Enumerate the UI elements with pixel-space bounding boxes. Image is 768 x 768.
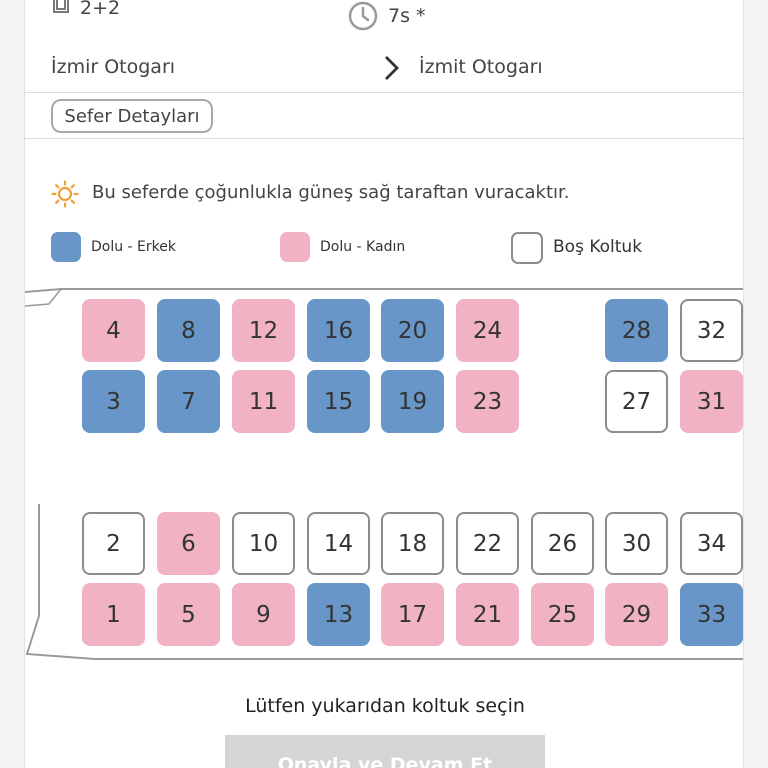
seat-7[interactable]: 7 — [157, 370, 220, 433]
seat-18[interactable]: 18 — [381, 512, 444, 575]
seat-28[interactable]: 28 — [605, 299, 668, 362]
seat-selection-prompt: Lütfen yukarıdan koltuk seçin — [245, 695, 525, 717]
divider — [25, 92, 743, 93]
legend-empty-label: Boş Koltuk — [553, 237, 643, 257]
divider — [25, 138, 743, 139]
legend-female-label: Dolu - Kadın — [320, 239, 406, 255]
seat-3[interactable]: 3 — [82, 370, 145, 433]
seat-30[interactable]: 30 — [605, 512, 668, 575]
seat-20[interactable]: 20 — [381, 299, 444, 362]
seat-21[interactable]: 21 — [456, 583, 519, 646]
seat-17[interactable]: 17 — [381, 583, 444, 646]
seat-12[interactable]: 12 — [232, 299, 295, 362]
seat-1[interactable]: 1 — [82, 583, 145, 646]
seat-14[interactable]: 14 — [307, 512, 370, 575]
legend-empty-swatch — [511, 232, 543, 264]
trip-details-button[interactable]: Sefer Detayları — [51, 99, 213, 133]
seat-13[interactable]: 13 — [307, 583, 370, 646]
sun-notice-text: Bu seferde çoğunlukla güneş sağ taraftan… — [92, 182, 570, 203]
seat-11[interactable]: 11 — [232, 370, 295, 433]
seat-25[interactable]: 25 — [531, 583, 594, 646]
trip-card: 2+2 7s * İzmir Otogarı İzmit Otogarı Sef… — [24, 0, 744, 768]
seat-9[interactable]: 9 — [232, 583, 295, 646]
seat-32[interactable]: 32 — [680, 299, 743, 362]
destination-station: İzmit Otogarı — [419, 56, 543, 78]
legend-female-swatch — [280, 232, 310, 262]
seat-10[interactable]: 10 — [232, 512, 295, 575]
clock-icon — [348, 1, 378, 31]
seat-8[interactable]: 8 — [157, 299, 220, 362]
seat-16[interactable]: 16 — [307, 299, 370, 362]
seat-5[interactable]: 5 — [157, 583, 220, 646]
seat-22[interactable]: 22 — [456, 512, 519, 575]
duration-text: 7s * — [388, 5, 426, 27]
seat-6[interactable]: 6 — [157, 512, 220, 575]
sun-icon — [51, 180, 79, 208]
seat-2[interactable]: 2 — [82, 512, 145, 575]
chevron-right-icon — [382, 54, 402, 82]
legend-male-label: Dolu - Erkek — [91, 239, 176, 255]
seat-15[interactable]: 15 — [307, 370, 370, 433]
seat-23[interactable]: 23 — [456, 370, 519, 433]
bus-outline — [25, 288, 743, 660]
origin-station: İzmir Otogarı — [51, 56, 176, 78]
seat-26[interactable]: 26 — [531, 512, 594, 575]
seat-33[interactable]: 33 — [680, 583, 743, 646]
legend-male-swatch — [51, 232, 81, 262]
seat-31[interactable]: 31 — [680, 370, 743, 433]
seat-19[interactable]: 19 — [381, 370, 444, 433]
confirm-continue-button[interactable]: Onayla ve Devam Et — [225, 735, 545, 768]
seat-29[interactable]: 29 — [605, 583, 668, 646]
seat-layout-icon — [51, 0, 71, 18]
seat-4[interactable]: 4 — [82, 299, 145, 362]
seat-27[interactable]: 27 — [605, 370, 668, 433]
layout-text: 2+2 — [80, 0, 121, 19]
seat-24[interactable]: 24 — [456, 299, 519, 362]
seat-34[interactable]: 34 — [680, 512, 743, 575]
bus-seat-map: 4 8 12 16 20 24 28 32 3 7 11 15 19 23 27 31 2 6 10 14 18 22 26… — [25, 286, 743, 662]
